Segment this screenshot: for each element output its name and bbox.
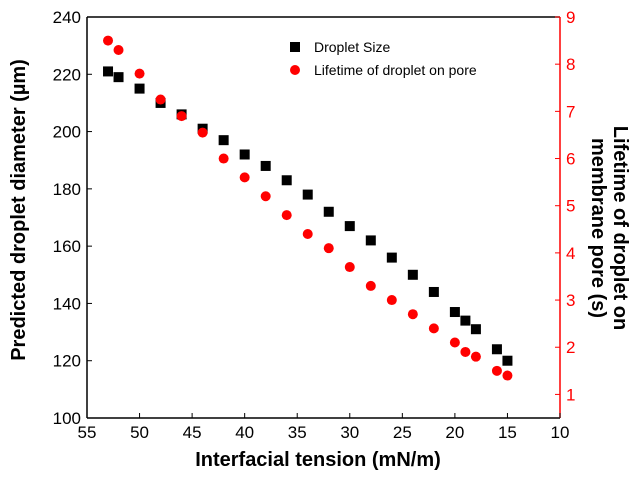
x-tick-label: 55 bbox=[78, 423, 97, 442]
x-axis-ticks: 55 50 45 40 35 30 25 20 15 10 bbox=[78, 413, 570, 442]
y2-axis-title-line-2: membrane pore (s) bbox=[587, 138, 609, 318]
y2-tick-label: 4 bbox=[566, 244, 575, 263]
y-axis-ticks: 100 120 140 160 180 200 220 240 bbox=[53, 8, 92, 428]
lifetime-point bbox=[428, 323, 439, 334]
y2-tick-label: 6 bbox=[566, 150, 575, 169]
droplet-size-point bbox=[260, 160, 271, 171]
x-tick-label: 45 bbox=[183, 423, 202, 442]
droplet-size-point bbox=[113, 72, 124, 83]
lifetime-point bbox=[470, 351, 481, 362]
x-tick-label: 30 bbox=[340, 423, 359, 442]
y2-tick-label: 8 bbox=[566, 55, 575, 74]
data-marks bbox=[103, 35, 513, 381]
droplet-size-point bbox=[491, 344, 502, 355]
y-tick-label: 160 bbox=[53, 237, 81, 256]
lifetime-point bbox=[386, 295, 397, 306]
droplet-size-point bbox=[449, 307, 460, 318]
lifetime-point bbox=[502, 370, 513, 381]
y2-tick-label: 5 bbox=[566, 197, 575, 216]
lifetime-point bbox=[449, 337, 460, 348]
lifetime-point bbox=[344, 262, 355, 273]
droplet-size-point bbox=[302, 189, 313, 200]
droplet-size-point bbox=[134, 83, 145, 94]
droplet-size-point bbox=[502, 355, 513, 366]
y-tick-label: 220 bbox=[53, 65, 81, 84]
droplet-size-point bbox=[103, 66, 114, 77]
y2-tick-label: 7 bbox=[566, 102, 575, 121]
legend-marker-lifetime bbox=[290, 65, 300, 75]
y2-tick-label: 3 bbox=[566, 291, 575, 310]
y2-tick-label: 9 bbox=[566, 8, 575, 27]
legend: Droplet Size Lifetime of droplet on pore bbox=[290, 39, 477, 78]
lifetime-point bbox=[460, 346, 471, 357]
y2-tick-label: 1 bbox=[566, 385, 575, 404]
droplet-size-point bbox=[470, 324, 481, 335]
y-tick-label: 240 bbox=[53, 8, 81, 27]
y2-axis-title-line-1: Lifetime of droplet on bbox=[609, 126, 631, 330]
x-tick-label: 15 bbox=[498, 423, 517, 442]
lifetime-point bbox=[302, 229, 313, 240]
lifetime-point bbox=[323, 243, 334, 254]
x-tick-label: 40 bbox=[235, 423, 254, 442]
lifetime-point bbox=[239, 172, 250, 183]
lifetime-point bbox=[103, 35, 114, 46]
x-axis-title: Interfacial tension (mN/m) bbox=[195, 449, 441, 471]
droplet-size-point bbox=[365, 235, 376, 246]
plot-frame bbox=[86, 16, 561, 419]
droplet-size-point bbox=[386, 252, 397, 263]
lifetime-point bbox=[218, 153, 229, 164]
y-tick-label: 140 bbox=[53, 294, 81, 313]
y2-tick-label: 2 bbox=[566, 338, 575, 357]
droplet-size-point bbox=[323, 206, 334, 217]
droplet-size-point bbox=[239, 149, 250, 160]
lifetime-point bbox=[197, 127, 208, 138]
x-tick-label: 10 bbox=[551, 423, 570, 442]
lifetime-point bbox=[155, 94, 166, 105]
droplet-size-point bbox=[428, 286, 439, 297]
y-tick-label: 120 bbox=[53, 352, 81, 371]
lifetime-point bbox=[281, 210, 292, 221]
y-tick-label: 180 bbox=[53, 180, 81, 199]
lifetime-point bbox=[176, 111, 187, 122]
droplet-size-point bbox=[218, 135, 229, 146]
lifetime-point bbox=[113, 45, 124, 56]
droplet-size-point bbox=[460, 315, 471, 326]
lifetime-point bbox=[365, 280, 376, 291]
droplet-size-point bbox=[407, 269, 418, 280]
legend-label-lifetime: Lifetime of droplet on pore bbox=[314, 62, 477, 78]
y-axis-title: Predicted droplet diameter (µm) bbox=[8, 59, 30, 361]
droplet-size-point bbox=[344, 221, 355, 232]
x-tick-label: 20 bbox=[445, 423, 464, 442]
x-tick-label: 50 bbox=[130, 423, 149, 442]
x-tick-label: 35 bbox=[288, 423, 307, 442]
y-tick-label: 100 bbox=[53, 409, 81, 428]
y-tick-label: 200 bbox=[53, 123, 81, 142]
x-tick-label: 25 bbox=[393, 423, 412, 442]
lifetime-point bbox=[134, 68, 145, 79]
lifetime-point bbox=[407, 309, 418, 320]
lifetime-point bbox=[260, 191, 271, 202]
legend-label-droplet-size: Droplet Size bbox=[314, 39, 390, 55]
lifetime-point bbox=[491, 365, 502, 376]
droplet-size-point bbox=[281, 175, 292, 186]
y2-axis-ticks: 1 2 3 4 5 6 7 8 9 bbox=[555, 8, 575, 404]
legend-marker-droplet-size bbox=[290, 42, 300, 52]
